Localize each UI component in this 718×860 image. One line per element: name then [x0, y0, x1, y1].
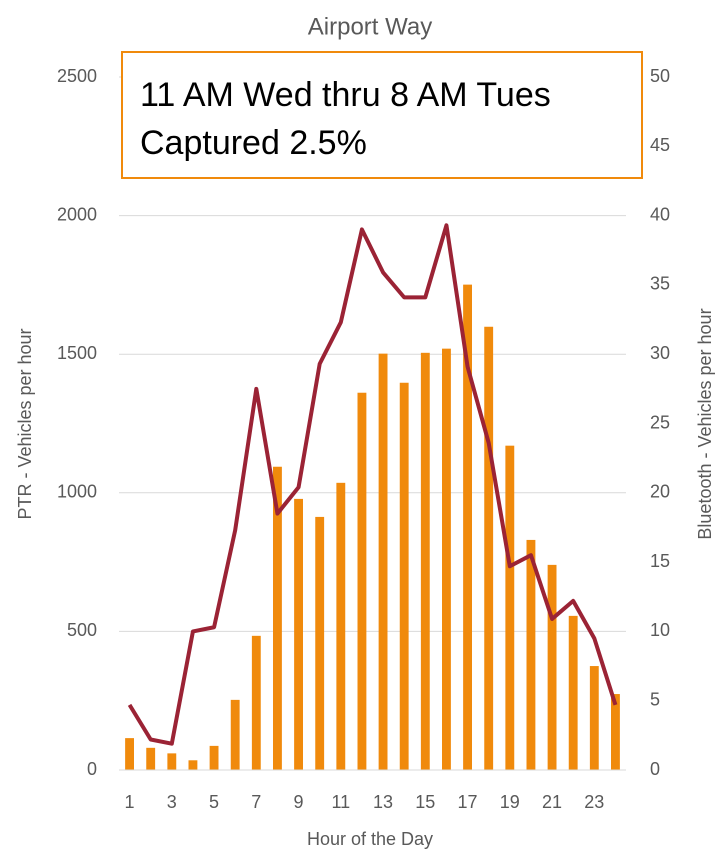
- y2-tick-label: 30: [650, 343, 670, 363]
- y2-tick-label: 45: [650, 135, 670, 155]
- annotation-box: [121, 51, 643, 179]
- y2-tick-label: 0: [650, 759, 660, 779]
- y2-tick-label: 20: [650, 482, 670, 502]
- bar: [505, 445, 515, 770]
- bar: [357, 392, 367, 770]
- x-tick-label: 1: [125, 792, 135, 812]
- y-tick-label: 1500: [57, 343, 97, 363]
- chart-title: Airport Way: [308, 13, 432, 40]
- bar: [125, 738, 134, 770]
- bar: [611, 694, 620, 770]
- bar: [420, 352, 430, 770]
- annotation-text: Captured 2.5%: [140, 124, 367, 162]
- y-tick-label: 500: [67, 620, 97, 640]
- y2-tick-label: 10: [650, 620, 670, 640]
- bar: [315, 516, 325, 770]
- bar: [273, 466, 282, 770]
- x-tick-label: 15: [415, 792, 435, 812]
- bar: [188, 760, 198, 770]
- bar: [209, 745, 219, 770]
- x-tick-label: 3: [167, 792, 177, 812]
- x-tick-label: 19: [500, 792, 520, 812]
- y-tick-label: 2000: [57, 204, 97, 224]
- bar: [146, 747, 156, 770]
- y2-tick-label: 35: [650, 274, 670, 294]
- bar: [547, 564, 557, 770]
- y-axis-label: PTR - Vehicles per hour: [15, 328, 35, 519]
- y2-tick-label: 50: [650, 66, 670, 86]
- x-tick-label: 5: [209, 792, 219, 812]
- x-tick-label: 9: [294, 792, 304, 812]
- bar: [526, 539, 536, 770]
- y-tick-label: 2500: [57, 66, 97, 86]
- x-tick-label: 17: [458, 792, 478, 812]
- bar: [378, 353, 388, 770]
- x-tick-label: 23: [584, 792, 604, 812]
- x-tick-label: 13: [373, 792, 393, 812]
- x-tick-label: 21: [542, 792, 562, 812]
- bar: [589, 666, 599, 770]
- x-axis-label: Hour of the Day: [307, 829, 433, 849]
- bar: [230, 699, 240, 770]
- x-tick-label: 11: [331, 792, 350, 812]
- y2-tick-label: 5: [650, 689, 660, 709]
- y2-tick-label: 25: [650, 412, 670, 432]
- bar: [484, 326, 494, 770]
- annotation-text: 11 AM Wed thru 8 AM Tues: [140, 76, 551, 114]
- bar: [251, 635, 261, 770]
- y-tick-label: 1000: [57, 482, 97, 502]
- bar: [399, 382, 409, 770]
- bar: [167, 753, 177, 770]
- bar: [568, 615, 578, 770]
- x-tick-label: 7: [251, 792, 261, 812]
- line-series: [127, 223, 618, 746]
- y2-tick-label: 15: [650, 551, 670, 571]
- bar: [336, 482, 346, 770]
- y2-tick-label: 40: [650, 204, 670, 224]
- y-tick-label: 0: [87, 759, 97, 779]
- bar: [442, 348, 451, 770]
- bar: [294, 498, 303, 770]
- bar: [463, 284, 472, 770]
- y2-axis-label: Bluetooth - Vehicles per hour: [695, 308, 715, 539]
